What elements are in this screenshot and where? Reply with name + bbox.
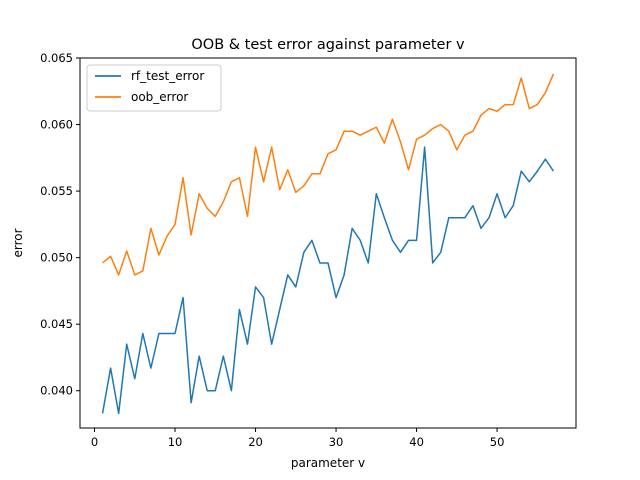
legend-label-oob-error: oob_error xyxy=(131,90,188,104)
x-axis-label: parameter v xyxy=(291,456,365,470)
y-tick-label: 0.055 xyxy=(40,184,73,198)
x-axis-ticks: 0 10 20 30 40 50 xyxy=(91,428,505,449)
y-axis-label: error xyxy=(11,228,25,257)
legend-label-rf-test-error: rf_test_error xyxy=(131,69,204,83)
x-tick-label: 0 xyxy=(91,435,98,449)
y-tick-label: 0.060 xyxy=(40,118,73,132)
axes-frame xyxy=(79,57,577,429)
plot-area xyxy=(79,57,577,429)
series-line-rf-test-error xyxy=(101,146,555,415)
x-tick-label: 30 xyxy=(329,435,344,449)
x-tick-label: 40 xyxy=(409,435,424,449)
y-tick-label: 0.065 xyxy=(40,51,73,65)
x-tick-label: 20 xyxy=(248,435,263,449)
y-tick-label: 0.040 xyxy=(40,384,73,398)
legend: rf_test_error oob_error xyxy=(86,64,222,112)
y-tick-label: 0.050 xyxy=(40,251,73,265)
y-tick-label: 0.045 xyxy=(40,317,73,331)
y-axis-ticks: 0.040 0.045 0.050 0.055 0.060 0.065 xyxy=(40,51,80,398)
chart-title: OOB & test error against parameter v xyxy=(191,37,465,53)
series-layer xyxy=(101,73,555,415)
series-line-oob-error xyxy=(102,73,555,276)
x-tick-label: 50 xyxy=(490,435,505,449)
x-tick-label: 10 xyxy=(168,435,183,449)
